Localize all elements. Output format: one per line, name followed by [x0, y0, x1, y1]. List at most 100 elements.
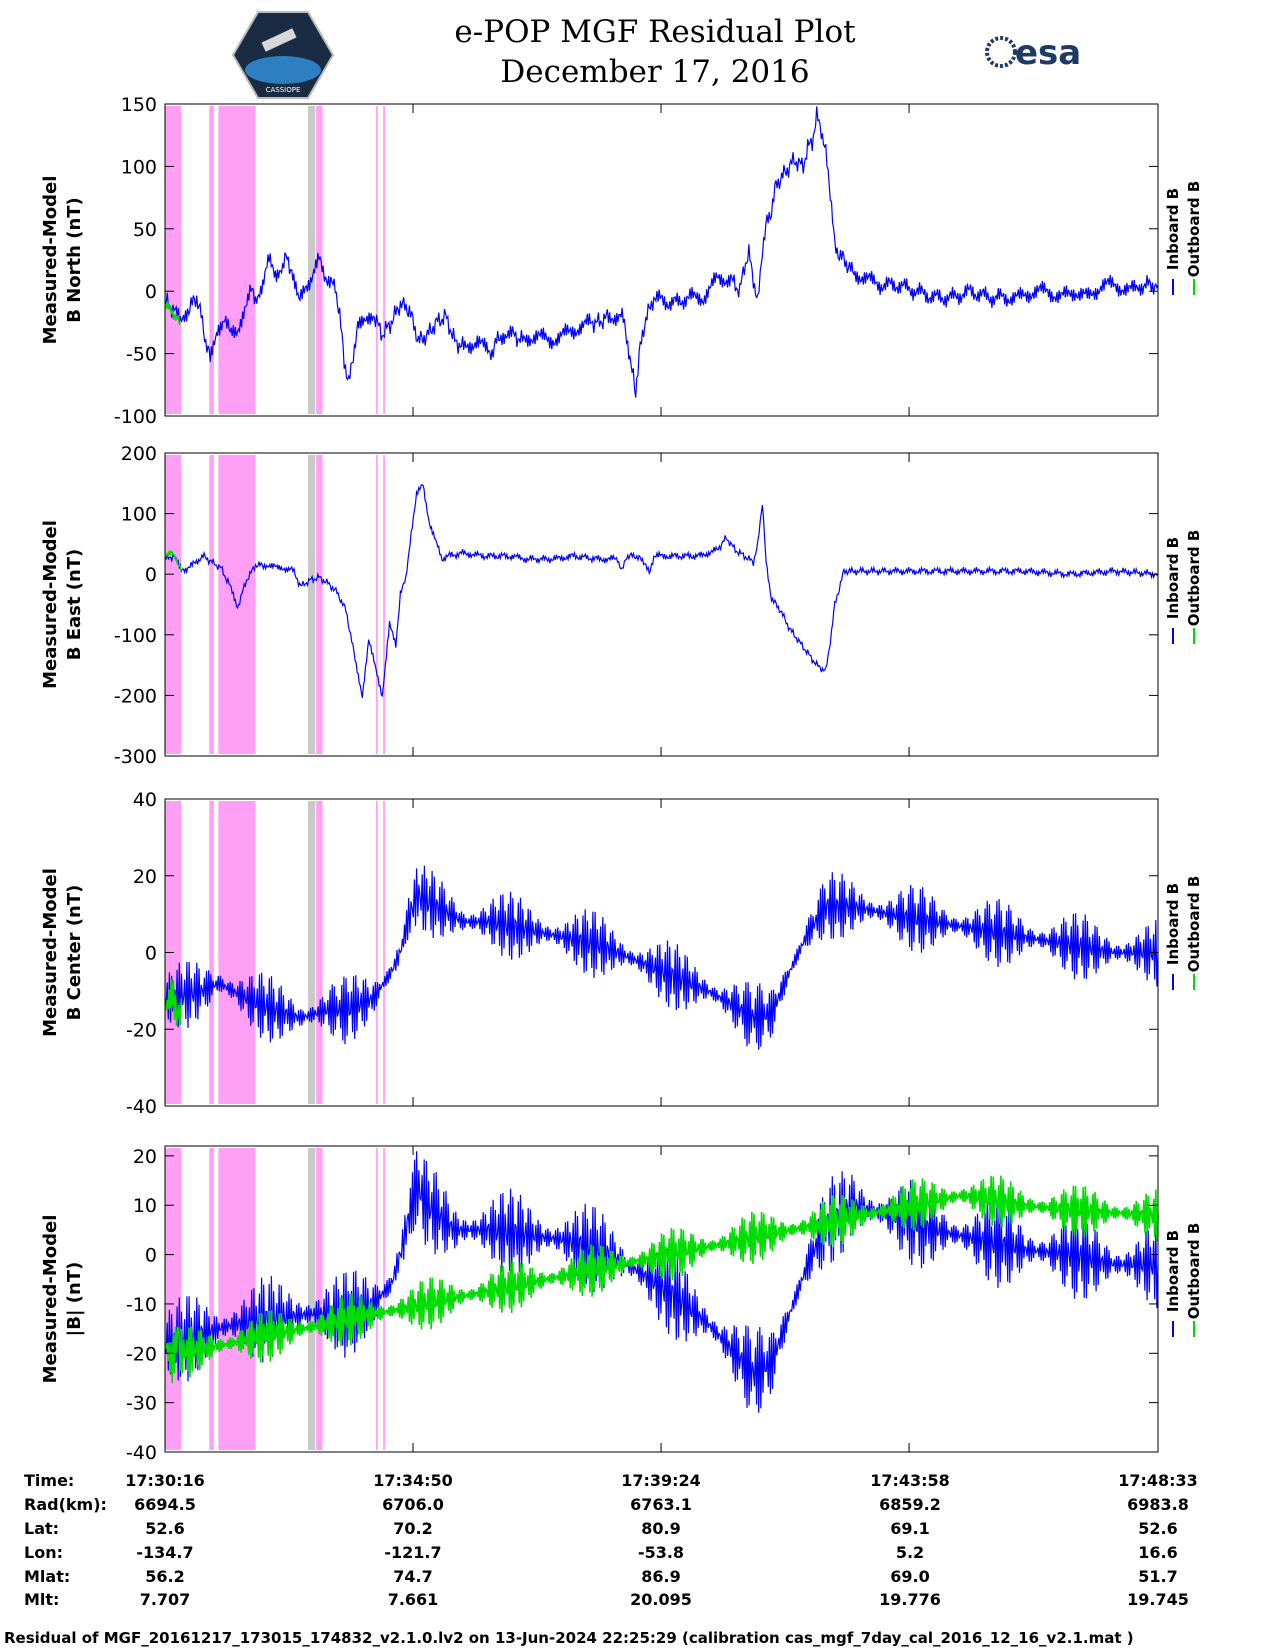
- panel-1: 150 100 50 0 -50 -100 Measured-Model B North (n…: [40, 94, 1203, 428]
- y-tick-label: 0: [145, 943, 157, 965]
- table-cell: 6706.0: [382, 1495, 444, 1514]
- y-tick-label: -50: [126, 344, 157, 366]
- y-axis-label-line: B East (nT): [64, 549, 85, 661]
- table-cell: 56.2: [145, 1567, 184, 1586]
- table-row-label: Mlt:: [24, 1590, 59, 1609]
- table-cell: 20.095: [630, 1590, 692, 1609]
- y-tick-label: 150: [121, 94, 157, 116]
- table-cell: 7.661: [388, 1590, 439, 1609]
- shade-band-gray: [308, 106, 316, 414]
- y-tick-label: -30: [126, 1393, 157, 1415]
- y-tick-label: 200: [121, 443, 157, 465]
- panel-4: 20 10 0 -10 -20 -30 -40 Measured-Model |B| (nT) I…: [40, 1145, 1203, 1464]
- table-cell: 17:34:50: [373, 1471, 453, 1490]
- legend-inboard-label: Inboard B: [1164, 188, 1182, 270]
- shade-band: [218, 1148, 256, 1450]
- orbit-table: Time: Rad(km): Lat: Lon: Mlat: Mlt: 17:30:16 66…: [24, 1471, 1198, 1609]
- shade-band: [218, 106, 256, 414]
- y-tick-label: 20: [133, 1146, 157, 1168]
- table-cell: 52.6: [1138, 1519, 1177, 1538]
- legend-outboard-label: Outboard B: [1185, 876, 1203, 973]
- shade-band: [209, 1148, 214, 1450]
- shade-band: [383, 455, 385, 754]
- table-cell: 52.6: [145, 1519, 184, 1538]
- chart-subtitle: December 17, 2016: [500, 54, 809, 90]
- legend-outboard-label: Outboard B: [1185, 530, 1203, 627]
- shade-band-gray: [308, 801, 316, 1104]
- table-cell: 80.9: [641, 1519, 680, 1538]
- y-tick-label: -20: [126, 1343, 157, 1365]
- y-tick-label: -20: [126, 1019, 157, 1041]
- series-line-inboard: [164, 865, 1159, 1050]
- y-axis-label: Measured-Model B North (nT): [40, 176, 85, 345]
- y-axis-label-line: Measured-Model: [40, 1215, 61, 1384]
- shade-band-gray: [308, 1148, 316, 1450]
- series-line-outboard: [164, 301, 181, 326]
- y-tick-label: -100: [114, 406, 157, 428]
- table-cell: 6763.1: [630, 1495, 692, 1514]
- legend-inboard-label: Inboard B: [1164, 1230, 1182, 1312]
- table-cell: 19.776: [879, 1590, 941, 1609]
- y-tick-label: 0: [145, 564, 157, 586]
- y-tick-label: -100: [114, 625, 157, 647]
- y-tick-label: 0: [145, 281, 157, 303]
- table-cell: 6983.8: [1127, 1495, 1189, 1514]
- table-cell: 17:43:58: [870, 1471, 950, 1490]
- series-line-outboard: [164, 1175, 1159, 1384]
- shade-band: [165, 1148, 182, 1450]
- footer-text: Residual of MGF_20161217_173015_174832_v…: [4, 1629, 1134, 1647]
- legend-inboard-label: Inboard B: [1164, 537, 1182, 619]
- table-cell: 19.745: [1127, 1590, 1189, 1609]
- y-axis-label-line: B Center (nT): [64, 885, 85, 1021]
- table-row-label: Mlat:: [24, 1567, 70, 1586]
- shade-band: [218, 455, 256, 754]
- y-axis-label: Measured-Model B East (nT): [40, 520, 85, 689]
- y-axis-label: Measured-Model B Center (nT): [40, 868, 85, 1037]
- shade-band: [375, 106, 378, 414]
- y-axis-label: Measured-Model |B| (nT): [40, 1215, 85, 1384]
- table-cell: 74.7: [393, 1567, 432, 1586]
- table-cell: 17:48:33: [1118, 1471, 1198, 1490]
- series-line-outboard: [164, 979, 183, 1026]
- table-cell: 6694.5: [134, 1495, 196, 1514]
- shade-band: [383, 801, 385, 1104]
- y-tick-label: 20: [133, 866, 157, 888]
- table-cell: -134.7: [136, 1543, 193, 1562]
- esa-logo: esa: [985, 33, 1081, 73]
- table-row-label: Rad(km):: [24, 1495, 107, 1514]
- y-axis-label-line: Measured-Model: [40, 520, 61, 689]
- table-cell: 17:39:24: [621, 1471, 701, 1490]
- table-cell: 70.2: [393, 1519, 432, 1538]
- table-row-label: Lat:: [24, 1519, 59, 1538]
- y-tick-label: -40: [126, 1442, 157, 1464]
- shade-band: [316, 801, 323, 1104]
- table-cell: 69.0: [890, 1567, 929, 1586]
- shade-band: [209, 106, 214, 414]
- shade-band: [383, 1148, 385, 1450]
- y-axis-label-line: |B| (nT): [64, 1262, 85, 1337]
- table-cell: -53.8: [638, 1543, 684, 1562]
- y-tick-label: 10: [133, 1195, 157, 1217]
- y-tick-label: 100: [121, 156, 157, 178]
- shade-band: [375, 455, 378, 754]
- table-cell: 6859.2: [879, 1495, 941, 1514]
- table-cell: 86.9: [641, 1567, 680, 1586]
- panel-3: 40 20 0 -20 -40 Measured-Model B Center (nT) In…: [40, 789, 1203, 1118]
- legend-inboard-label: Inboard B: [1164, 883, 1182, 965]
- series-line-inboard: [165, 483, 1159, 699]
- shade-band: [209, 455, 214, 754]
- shade-band: [316, 455, 323, 754]
- esa-logo-text: esa: [1015, 33, 1081, 73]
- y-axis-label-line: Measured-Model: [40, 176, 61, 345]
- table-row-label: Time:: [24, 1471, 74, 1490]
- cassiope-logo-text: CASSIOPE: [266, 86, 301, 94]
- y-tick-label: -40: [126, 1096, 157, 1118]
- series-line-inboard: [164, 106, 1159, 398]
- chart-title: e-POP MGF Residual Plot: [454, 14, 856, 50]
- header: CASSIOPE e-POP MGF Residual Plot Decembe…: [231, 11, 1081, 99]
- shade-band: [165, 106, 182, 414]
- table-cell: 17:30:16: [125, 1471, 205, 1490]
- table-cell: 51.7: [1138, 1567, 1177, 1586]
